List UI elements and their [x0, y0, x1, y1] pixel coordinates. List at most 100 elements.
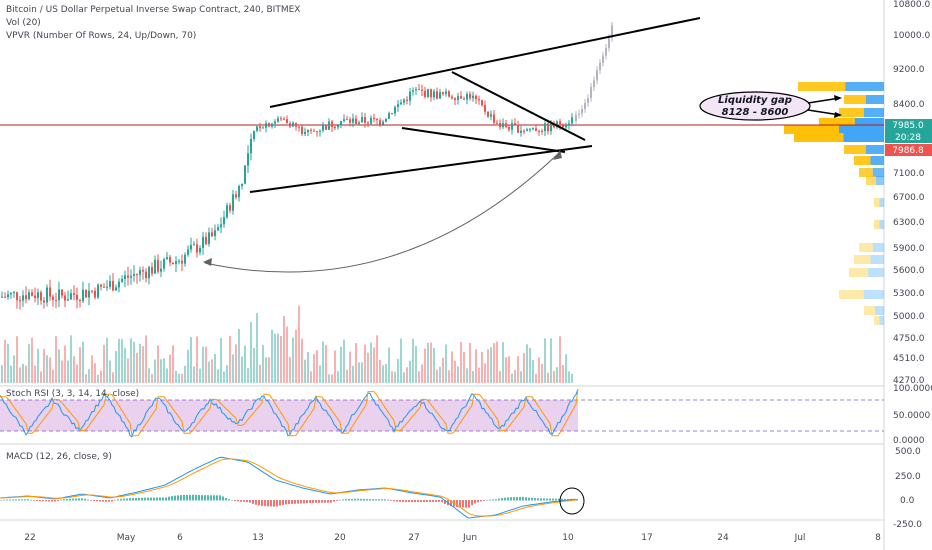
volume-bar: [82, 341, 84, 383]
candle-body: [280, 118, 282, 120]
volume-bar: [100, 370, 102, 383]
macd-hist-bar: [108, 500, 110, 502]
volume-bar: [319, 365, 321, 383]
vpvr-bar-up: [843, 133, 884, 142]
lower-trendline: [249, 145, 593, 193]
vpvr-bar-down: [874, 316, 880, 325]
volume-bar: [265, 357, 267, 383]
price-tick: 9200.0: [893, 65, 925, 75]
candle-body: [277, 118, 279, 122]
candle-body: [490, 114, 492, 117]
macd-hist-bar: [402, 500, 404, 502]
candle-body: [106, 286, 108, 288]
price-candles: [1, 83, 573, 310]
volume-bars: [1, 305, 573, 383]
macd-hist-bar: [24, 499, 26, 501]
candle-body: [451, 96, 453, 99]
macd-hist-bar: [168, 496, 170, 501]
macd-hist-bar: [432, 500, 434, 502]
macd-hist-bar: [435, 500, 437, 502]
candle-body: [1, 296, 3, 298]
projection-body: [575, 114, 577, 121]
trend-lines[interactable]: [203, 17, 701, 273]
candle-body: [112, 281, 114, 291]
candle-body: [406, 99, 408, 101]
vpvr-bar-down: [864, 306, 875, 315]
volume-bar: [154, 359, 156, 383]
candle-body: [556, 121, 558, 128]
candle-body: [157, 260, 159, 272]
volume-bar: [139, 343, 141, 383]
volume-bar: [91, 355, 93, 383]
macd-hist-bar: [366, 499, 368, 501]
volume-bar: [244, 345, 246, 383]
macd-hist-bar: [459, 500, 461, 508]
volume-bar: [544, 338, 546, 383]
stoch-band: [0, 400, 578, 431]
price-axis[interactable]: 10800.010000.09200.08400.07600.07100.067…: [893, 0, 930, 386]
vpvr-bar-up: [854, 118, 884, 127]
candle-body: [316, 130, 318, 132]
macd-histogram: [0, 494, 578, 508]
candle-body: [283, 118, 285, 120]
candle-body: [508, 126, 510, 130]
candle-body: [262, 127, 264, 129]
vpvr-bar-up: [872, 168, 884, 177]
candle-body: [274, 121, 276, 124]
macd-hist-bar: [288, 500, 290, 505]
candle-body: [322, 125, 324, 131]
projection-body: [608, 38, 610, 48]
macd-hist-bar: [282, 500, 284, 505]
volume-bar: [226, 365, 228, 383]
candle-body: [505, 123, 507, 127]
candle-body: [511, 123, 513, 130]
macd-hist-bar: [225, 498, 227, 501]
macd-hist-bar: [174, 495, 176, 501]
macd-hist-bar: [84, 498, 86, 501]
volume-bar: [541, 364, 543, 383]
candle-body: [526, 129, 528, 132]
volume-bar: [136, 352, 138, 383]
candle-body: [148, 266, 150, 279]
macd-hist-bar: [264, 500, 266, 507]
candle-body: [169, 257, 171, 263]
macd-hist-bar: [129, 498, 131, 501]
liquidity-gap-annotation[interactable]: Liquidity gap 8128 - 8600: [699, 91, 842, 121]
macd-signal-line: [0, 458, 577, 517]
stoch-k-line: [0, 388, 579, 438]
macd-hist-bar: [414, 500, 416, 503]
macd-hist-bar: [534, 498, 536, 501]
macd-hist-bar: [153, 497, 155, 501]
time-axis[interactable]: 22 May 6 13 20 27 Jun 10 17 24 Jul 8: [24, 533, 881, 543]
macd-hist-bar: [255, 500, 257, 505]
candle-body: [160, 268, 162, 272]
vpvr-bar-up: [868, 268, 884, 277]
volume-bar: [217, 369, 219, 383]
macd-hist-bar: [372, 499, 374, 501]
macd-hist-bar: [546, 498, 548, 501]
volume-bar: [7, 343, 9, 383]
volume-bar: [523, 353, 525, 383]
volume-bar: [463, 351, 465, 383]
volume-bar: [67, 360, 69, 383]
macd-tick-0: 0.0: [900, 496, 915, 506]
candle-body: [442, 92, 444, 95]
volume-bar: [292, 337, 294, 383]
volume-bar: [436, 369, 438, 383]
time-tick: 22: [24, 533, 35, 543]
volume-bar: [160, 359, 162, 383]
candle-body: [403, 99, 405, 103]
macd-hist-bar: [528, 497, 530, 501]
macd-hist-bar: [450, 500, 452, 507]
candle-body: [523, 130, 525, 132]
candle-body: [232, 194, 234, 211]
volume-bar: [127, 358, 129, 383]
volume-bar: [433, 347, 435, 383]
candle-body: [538, 130, 540, 132]
volume-bar: [391, 371, 393, 383]
volume-indicator-label: Vol (20): [6, 18, 41, 28]
candle-body: [340, 121, 342, 126]
macd-hist-bar: [63, 499, 65, 501]
volume-bar: [181, 373, 183, 383]
